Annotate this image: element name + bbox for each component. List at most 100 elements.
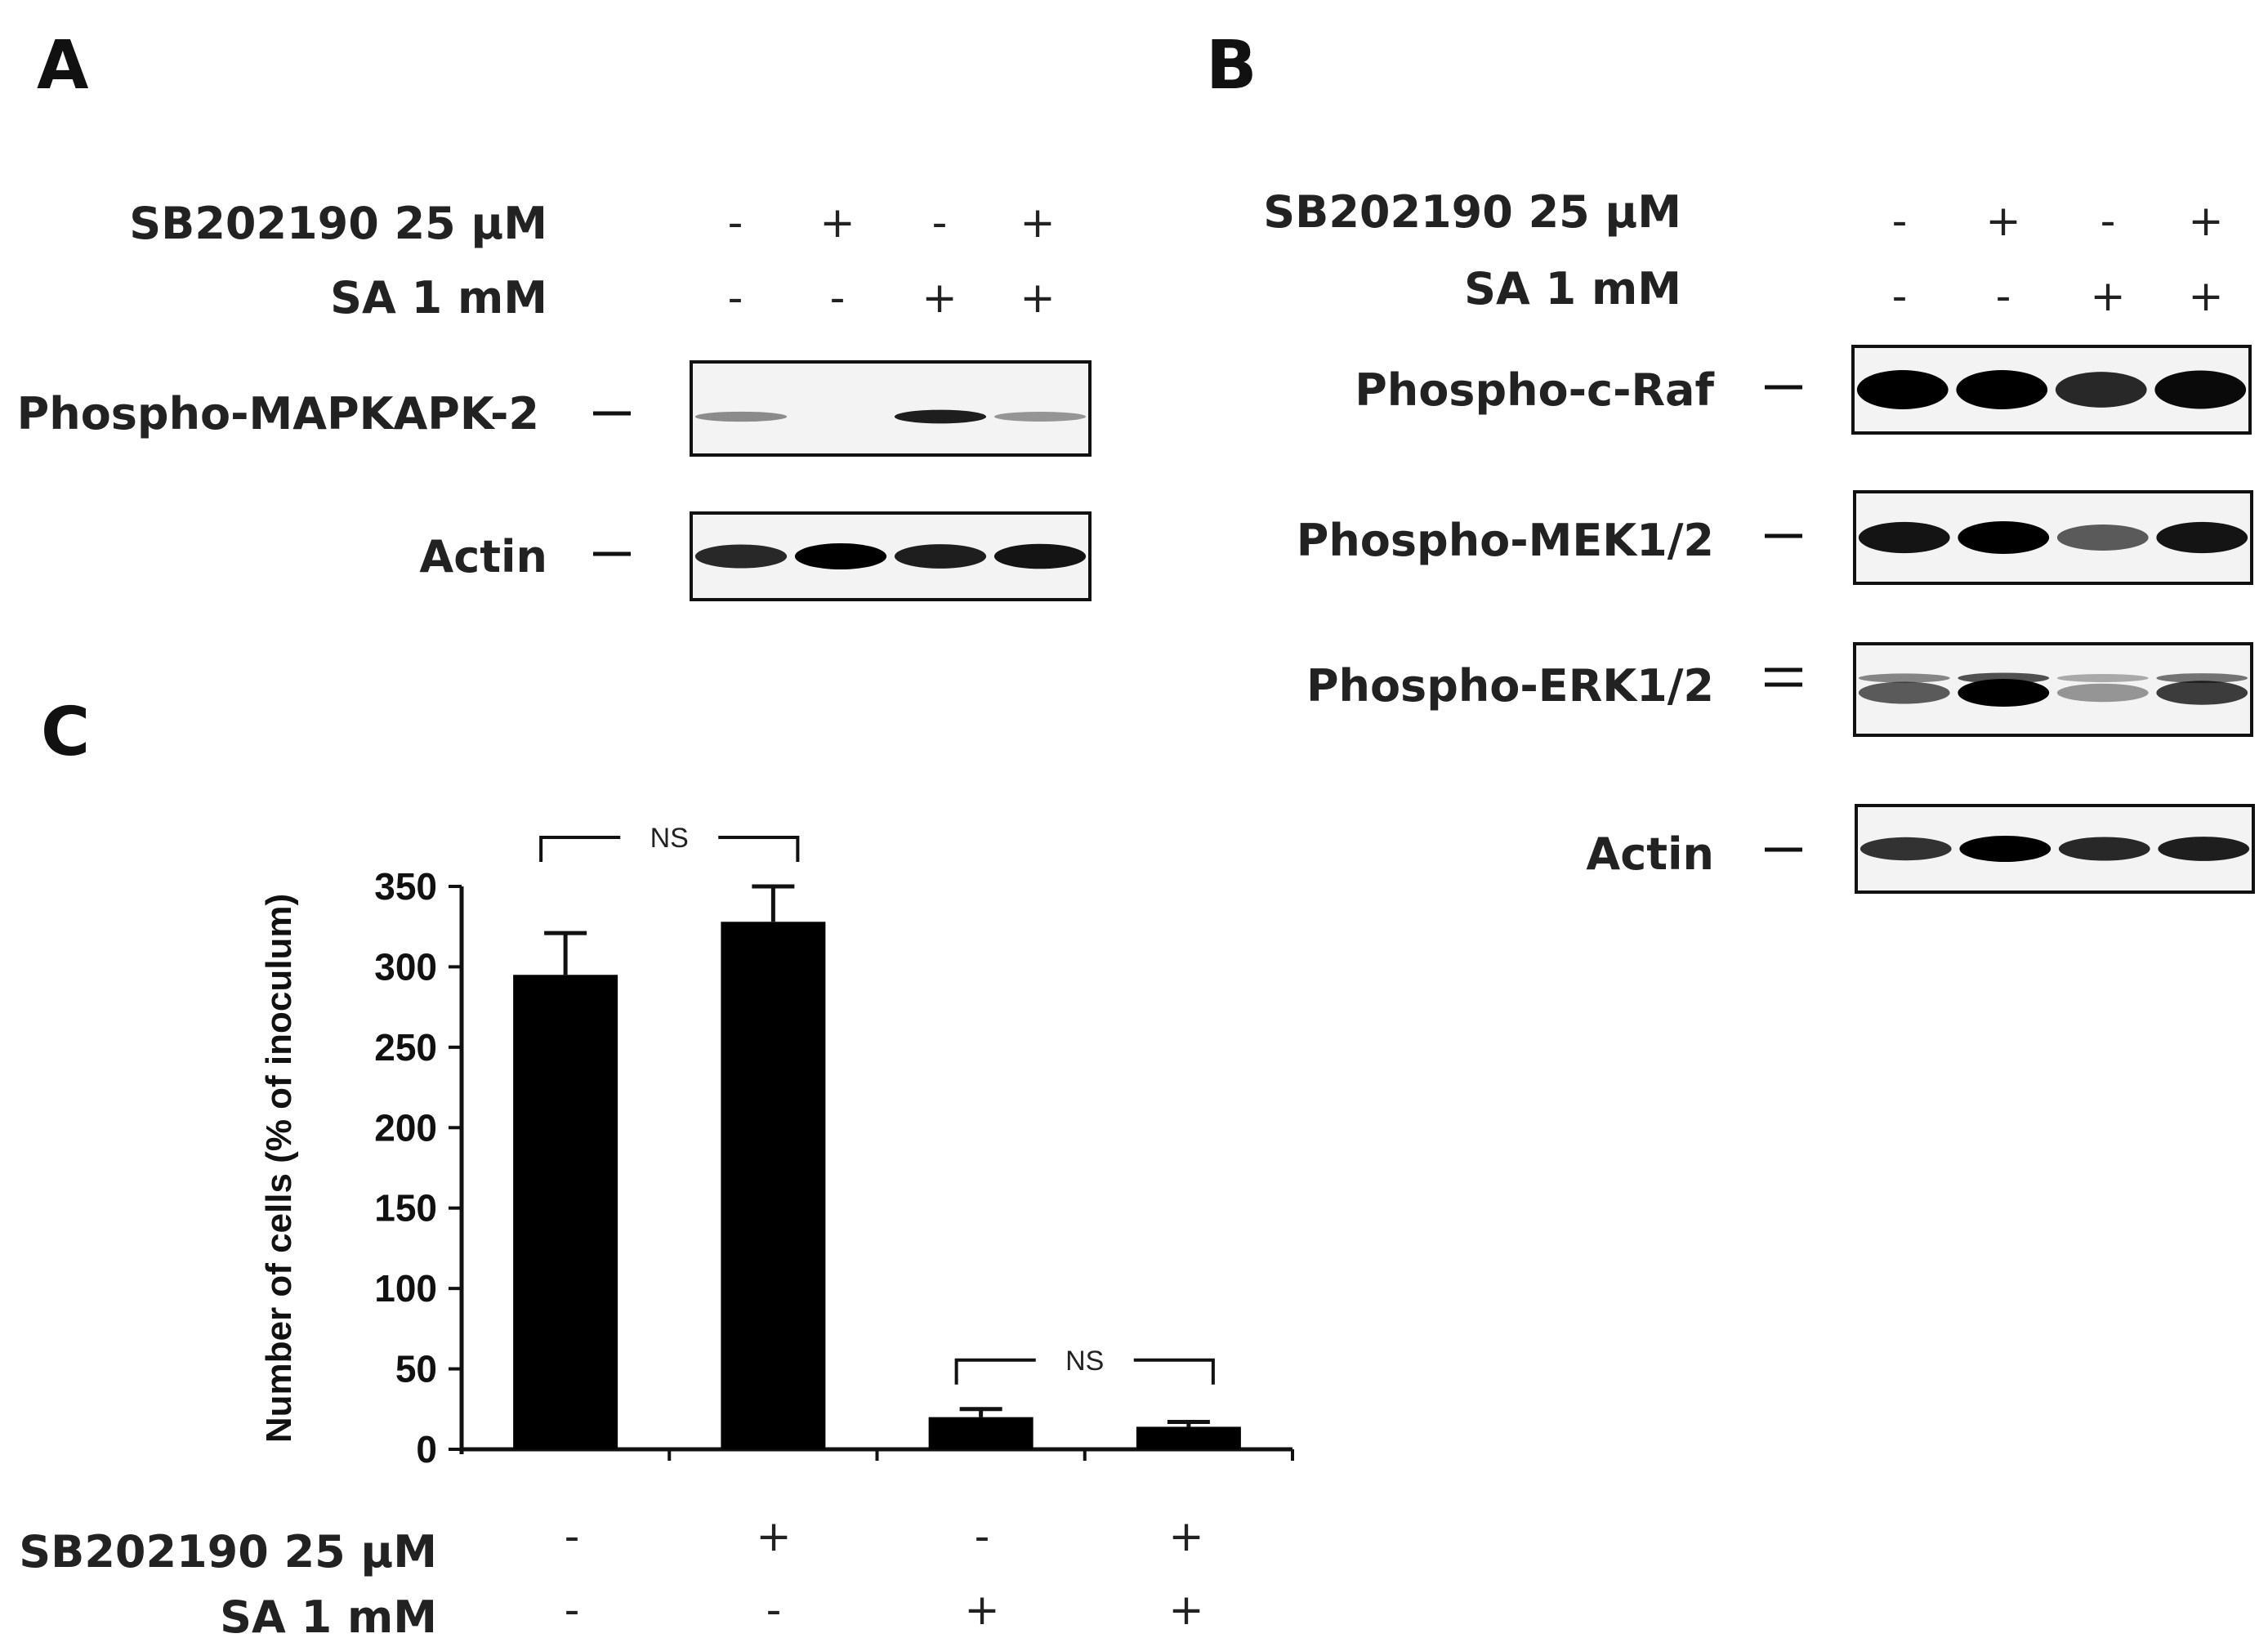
a-sign-row2-lane2: - — [830, 274, 846, 323]
b-sign-row1-lane1: - — [1892, 197, 1908, 246]
a-sign-row1-lane3: - — [932, 199, 948, 248]
c-sign-row1-lane3: - — [975, 1512, 990, 1561]
panel-a-treatment-signs: - + - + - - + + — [728, 199, 1056, 323]
blot-phospho-c-raf-band-lane4 — [2154, 370, 2247, 409]
panel-c: C Number of cells (% of inoculum) 0 50 100… — [19, 694, 1294, 1643]
blot-label-phospho-mek1-2: Phospho-MEK1/2 — [1297, 515, 1714, 566]
blot-phospho-mapkapk-2-band-lane4 — [993, 412, 1087, 422]
panel-letter-a: A — [37, 27, 89, 105]
c-sign-row2-lane4: + — [1168, 1586, 1204, 1635]
y-tick-label-0: 0 — [416, 1428, 437, 1471]
blot-phospho-erk1-2 — [1853, 642, 2253, 737]
y-tick-label-150: 150 — [374, 1187, 437, 1230]
y-axis-title: Number of cells (% of inoculum) — [259, 894, 299, 1443]
y-tick-label-250: 250 — [374, 1026, 437, 1069]
treatment-label-sb-b: SB202190 25 µM — [1263, 186, 1681, 238]
blot-actin-b-band-lane2 — [1959, 836, 2051, 862]
blot-phospho-c-raf-band-lane3 — [2055, 372, 2147, 408]
blot-phospho-erk1-2-band-lane1-1 — [1858, 673, 1950, 683]
blot-phospho-erk1-2-band-lane1-2 — [1858, 681, 1950, 704]
blot-actin-b-band-lane1 — [1859, 837, 1952, 861]
y-tick-label-200: 200 — [374, 1106, 437, 1149]
bar-4 — [1136, 1426, 1241, 1449]
blot-actin-b-band-lane4 — [2158, 837, 2250, 861]
blot-phospho-mek1-2 — [1853, 490, 2253, 585]
treatment-label-sa: SA 1 mM — [330, 272, 547, 324]
blot-phospho-c-raf-band-lane2 — [1956, 370, 2048, 409]
a-sign-row2-lane4: + — [1020, 274, 1056, 323]
treatment-label-sa-b: SA 1 mM — [1464, 263, 1681, 315]
blot-actin-a — [690, 511, 1092, 601]
blot-label-phospho-erk1-2: Phospho-ERK1/2 — [1306, 660, 1714, 712]
panel-b-blot-labels: Phospho-c-Raf Phospho-MEK1/2 Phospho-ERK… — [1297, 364, 1802, 880]
blot-phospho-erk1-2-band-lane3-2 — [2056, 683, 2149, 703]
c-sign-row2-lane1: - — [565, 1586, 580, 1635]
blot-label-phospho-mapkapk-2: Phospho-MAPKAPK-2 — [17, 388, 539, 440]
treatment-label-sa-c: SA 1 mM — [220, 1591, 437, 1643]
treatment-label-sb: SB202190 25 µM — [129, 198, 547, 249]
c-sign-row1-lane4: + — [1168, 1512, 1204, 1561]
bar-2 — [721, 922, 826, 1449]
panel-c-treatment-signs: - + - + - - + + — [565, 1512, 1204, 1635]
blot-actin-a-band-lane3 — [894, 544, 987, 569]
c-sign-row1-lane2: + — [756, 1512, 792, 1561]
blot-actin-a-band-lane1 — [694, 544, 788, 569]
blot-phospho-mek1-2-band-lane4 — [2156, 521, 2248, 554]
panel-b-blots — [1851, 345, 2255, 894]
b-sign-row2-lane4: + — [2188, 272, 2224, 321]
panel-b: B SB202190 25 µM SA 1 mM - + - + - - + + Phosph… — [1206, 27, 2255, 894]
b-sign-row1-lane2: + — [1985, 197, 2021, 246]
panel-b-treatment-signs: - + - + - - + + — [1892, 197, 2224, 321]
a-sign-row1-lane4: + — [1020, 199, 1056, 248]
significance-bracket-1 — [539, 836, 800, 862]
significance-label-2: NS — [1065, 1346, 1104, 1377]
y-tick-label-300: 300 — [374, 945, 437, 988]
blot-actin-b-band-lane3 — [2058, 837, 2150, 861]
blot-phospho-c-raf-band-lane1 — [1856, 370, 1949, 409]
panel-letter-b: B — [1206, 27, 1257, 105]
treatment-label-sb-c: SB202190 25 µM — [19, 1526, 437, 1578]
a-sign-row1-lane1: - — [728, 199, 743, 248]
c-sign-row2-lane3: + — [964, 1586, 1000, 1635]
significance-bracket-2 — [954, 1358, 1215, 1385]
a-sign-row1-lane2: + — [819, 199, 855, 248]
blot-label-actin-a: Actin — [419, 531, 547, 582]
b-sign-row2-lane1: - — [1892, 272, 1908, 321]
significance-label-1: NS — [650, 823, 689, 854]
y-tick-label-50: 50 — [395, 1348, 437, 1390]
blot-label-actin-b: Actin — [1586, 828, 1714, 880]
panel-a-treatment-labels: SB202190 25 µM SA 1 mM — [129, 198, 547, 324]
blot-phospho-mek1-2-band-lane1 — [1858, 521, 1950, 554]
y-tick-label-100: 100 — [374, 1267, 437, 1310]
blot-phospho-erk1-2-band-lane2-2 — [1958, 679, 2050, 707]
b-sign-row2-lane3: + — [2090, 272, 2126, 321]
blot-label-phospho-c-raf: Phospho-c-Raf — [1355, 364, 1714, 416]
blot-phospho-mek1-2-band-lane2 — [1958, 521, 2050, 554]
c-sign-row2-lane2: - — [766, 1586, 782, 1635]
blot-phospho-erk1-2-band-lane4-1 — [2156, 673, 2248, 683]
blot-phospho-mapkapk-2-band-lane3 — [894, 409, 987, 424]
panel-b-treatment-labels: SB202190 25 µM SA 1 mM — [1263, 186, 1681, 315]
blot-phospho-mapkapk-2-band-lane1 — [694, 411, 788, 422]
b-sign-row2-lane2: - — [1996, 272, 2011, 321]
bar-1 — [513, 975, 618, 1449]
bar-chart: 0 50 100 150 200 250 300 350 NS NS — [374, 823, 1294, 1471]
blot-phospho-c-raf — [1851, 345, 2252, 435]
b-sign-row1-lane3: - — [2101, 197, 2116, 246]
b-sign-row1-lane4: + — [2188, 197, 2224, 246]
panel-a-blot-labels: Phospho-MAPKAPK-2 Actin — [17, 388, 631, 582]
panel-a-blots — [690, 360, 1092, 601]
blot-actin-a-band-lane4 — [993, 543, 1087, 569]
panel-letter-c: C — [41, 694, 90, 771]
blot-actin-a-band-lane2 — [794, 543, 887, 569]
panel-a: A SB202190 25 µM SA 1 mM - + - + - - + + Phosph… — [17, 27, 1092, 601]
panel-c-treatment-labels: SB202190 25 µM SA 1 mM — [19, 1526, 437, 1643]
blot-phospho-mek1-2-band-lane3 — [2056, 524, 2149, 551]
blot-phospho-mapkapk-2 — [690, 360, 1092, 457]
a-sign-row2-lane3: + — [922, 274, 958, 323]
blot-phospho-erk1-2-band-lane4-2 — [2156, 681, 2248, 705]
y-tick-label-350: 350 — [374, 865, 437, 908]
a-sign-row2-lane1: - — [728, 274, 743, 323]
bar-3 — [928, 1417, 1034, 1449]
